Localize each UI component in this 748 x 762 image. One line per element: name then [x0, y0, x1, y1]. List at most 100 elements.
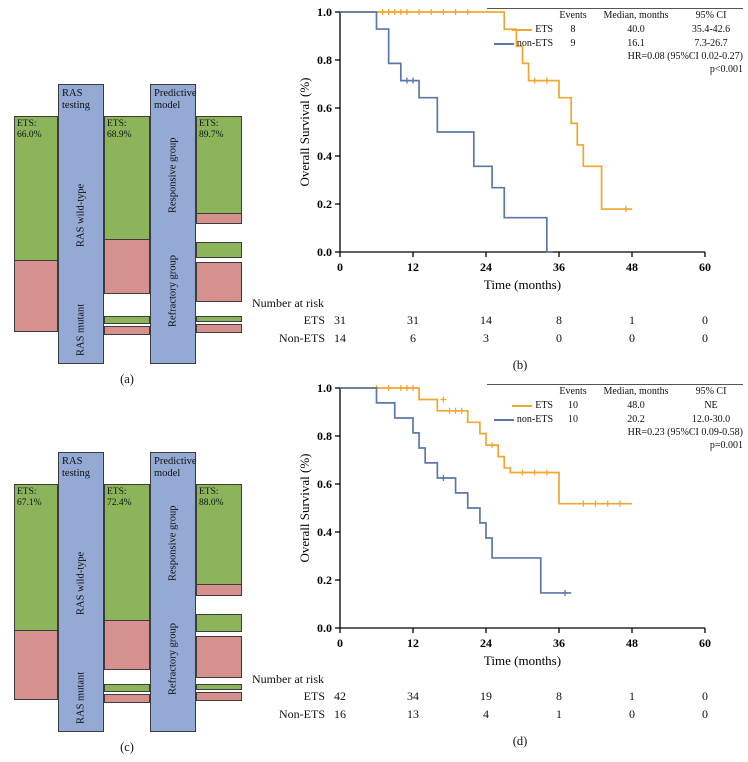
ets-green-segment: ETS: 68.9%: [105, 117, 149, 239]
legend-b: Events Median, months 95% CI ETS 8 40.0 …: [487, 8, 743, 77]
panel-label-a: (a): [120, 372, 134, 386]
legend-row-non-ets: non-ETS 10 20.2 12.0-30.0: [487, 413, 743, 427]
risk-row-ets: ETS 42 34 19 8 1 0: [230, 689, 745, 707]
ets-bar-all-patients: ETS: 67.1%: [14, 484, 58, 700]
risk-count: 16: [334, 707, 346, 721]
svg-text:24: 24: [480, 636, 492, 650]
ets-bar-responsive: ETS: 88.0%: [196, 484, 242, 596]
ci-value: NE: [704, 399, 718, 411]
censor-mark: [562, 589, 569, 596]
risk-row-label: Non-ETS: [279, 707, 325, 721]
censor-mark: [379, 9, 386, 15]
ets-bar-wildtype: ETS: 68.9%: [104, 116, 150, 294]
non-ets-pink-segment: [15, 260, 57, 331]
responsive-group-label: Responsive group: [167, 505, 179, 581]
censor-mark: [391, 9, 398, 15]
km-series-non-ETS: [340, 387, 572, 596]
ets-line-swatch: [512, 29, 533, 31]
non-ets-pink-segment: [105, 620, 149, 669]
km-series-non-ETS: [340, 11, 553, 253]
number-at-risk-title: Number at risk: [252, 672, 324, 686]
censor-mark: [385, 9, 392, 15]
km-chart-d: 0 12 24 36 48 60 0.0 0.2 0.4 0.6 0.8 1.0 Time (month…: [297, 381, 711, 668]
ras-testing-label: RAS testing: [62, 88, 90, 111]
censor-mark: [452, 407, 459, 414]
series-name: ETS: [535, 399, 553, 411]
risk-count: 4: [483, 707, 489, 721]
svg-text:0.2: 0.2: [317, 573, 332, 587]
svg-text:1.0: 1.0: [317, 5, 332, 19]
panel-b-km-plot: 0 12 24 36 48 60 0.0 0.2 0.4 0.6 0.8 1.0 Time (month…: [252, 2, 745, 382]
svg-text:1.0: 1.0: [317, 381, 332, 395]
km-series-ETS: [340, 385, 632, 507]
ci-value: 12.0-30.0: [691, 413, 731, 425]
y-axis-title: Overall Survival (%): [297, 77, 312, 186]
risk-row-ets: ETS 31 31 14 8 1 0: [230, 313, 745, 331]
x-axis-title: Time (months): [484, 277, 561, 292]
risk-row-label: ETS: [303, 313, 325, 327]
hazard-ratio-text: HR=0.23 (95%CI 0.09-0.58): [627, 427, 743, 438]
censor-mark: [531, 77, 538, 84]
risk-row-non-ets: Non-ETS 14 6 3 0 0 0: [230, 331, 745, 349]
legend-header: Events Median, months 95% CI: [487, 384, 743, 399]
legend-col-events: Events: [559, 385, 587, 397]
ets-percentage-label: ETS: 68.9%: [107, 119, 132, 140]
svg-text:0.4: 0.4: [317, 525, 332, 539]
censor-mark: [397, 385, 404, 391]
svg-text:48: 48: [626, 260, 638, 274]
censor-mark: [416, 9, 423, 15]
number-at-risk-title: Number at risk: [252, 296, 324, 310]
non-ets-pink-segment: [105, 239, 149, 293]
legend-row-non-ets: non-ETS 9 16.1 7.3-26.7: [487, 37, 743, 51]
censor-mark: [428, 9, 435, 15]
panel-a-flow-diagram: RAS testing RAS wild-type RAS mutant Pre…: [12, 84, 244, 394]
mutant-pink-block: [104, 326, 150, 335]
ci-value: 7.3-26.7: [694, 37, 728, 49]
risk-count: 0: [702, 313, 708, 327]
censor-mark: [519, 469, 526, 476]
risk-count: 0: [702, 331, 708, 345]
censor-mark: [403, 385, 410, 391]
median-value: 48.0: [627, 399, 645, 411]
ets-green-segment: ETS: 89.7%: [197, 117, 241, 213]
svg-text:0.4: 0.4: [317, 149, 332, 163]
refractory-mutant-green-sliver: [196, 684, 242, 690]
legend-col-events: Events: [559, 9, 587, 21]
svg-text:60: 60: [699, 636, 711, 650]
panel-c-flow-diagram: RAS testing RAS wild-type RAS mutant Pre…: [12, 452, 244, 762]
refractory-mutant-pink-sliver: [196, 324, 242, 333]
y-axis-title: Overall Survival (%): [297, 453, 312, 562]
number-at-risk-table-d: Number at risk ETS 42 34 19 8 1 0 Non-ETS 16 13 4 1 0…: [230, 672, 745, 725]
svg-text:48: 48: [626, 636, 638, 650]
risk-count: 0: [556, 331, 562, 345]
mutant-green-block: [104, 316, 150, 324]
ras-wildtype-label: RAS wild-type: [75, 551, 87, 615]
svg-text:0.0: 0.0: [317, 245, 332, 259]
svg-text:36: 36: [553, 260, 565, 274]
censor-mark: [489, 442, 496, 449]
km-chart-b: 0 12 24 36 48 60 0.0 0.2 0.4 0.6 0.8 1.0 Time (month…: [297, 5, 711, 292]
km-series-ETS: [340, 9, 632, 213]
panel-label-d: (d): [512, 734, 528, 748]
ras-testing-strip: RAS testing RAS wild-type RAS mutant: [58, 452, 104, 732]
non-ets-line-swatch: [493, 43, 514, 45]
risk-count: 14: [480, 313, 492, 327]
non-ets-pink-segment: [15, 630, 57, 699]
events-value: 9: [570, 37, 576, 49]
risk-count: 6: [410, 331, 416, 345]
censor-mark: [440, 396, 447, 403]
risk-count: 3: [483, 331, 489, 345]
events-value: 10: [568, 399, 578, 411]
svg-text:0.2: 0.2: [317, 197, 332, 211]
median-value: 20.2: [627, 413, 645, 425]
risk-count: 13: [407, 707, 419, 721]
panel-d-km-plot: 0 12 24 36 48 60 0.0 0.2 0.4 0.6 0.8 1.0 Time (month…: [252, 378, 745, 758]
svg-text:60: 60: [699, 260, 711, 274]
series-name: ETS: [535, 23, 553, 35]
censor-mark: [403, 77, 410, 84]
refractory-mutant-green-sliver: [196, 316, 242, 322]
x-axis-title: Time (months): [484, 653, 561, 668]
ets-percentage-label: ETS: 88.0%: [199, 487, 224, 508]
ras-wildtype-label: RAS wild-type: [75, 183, 87, 247]
